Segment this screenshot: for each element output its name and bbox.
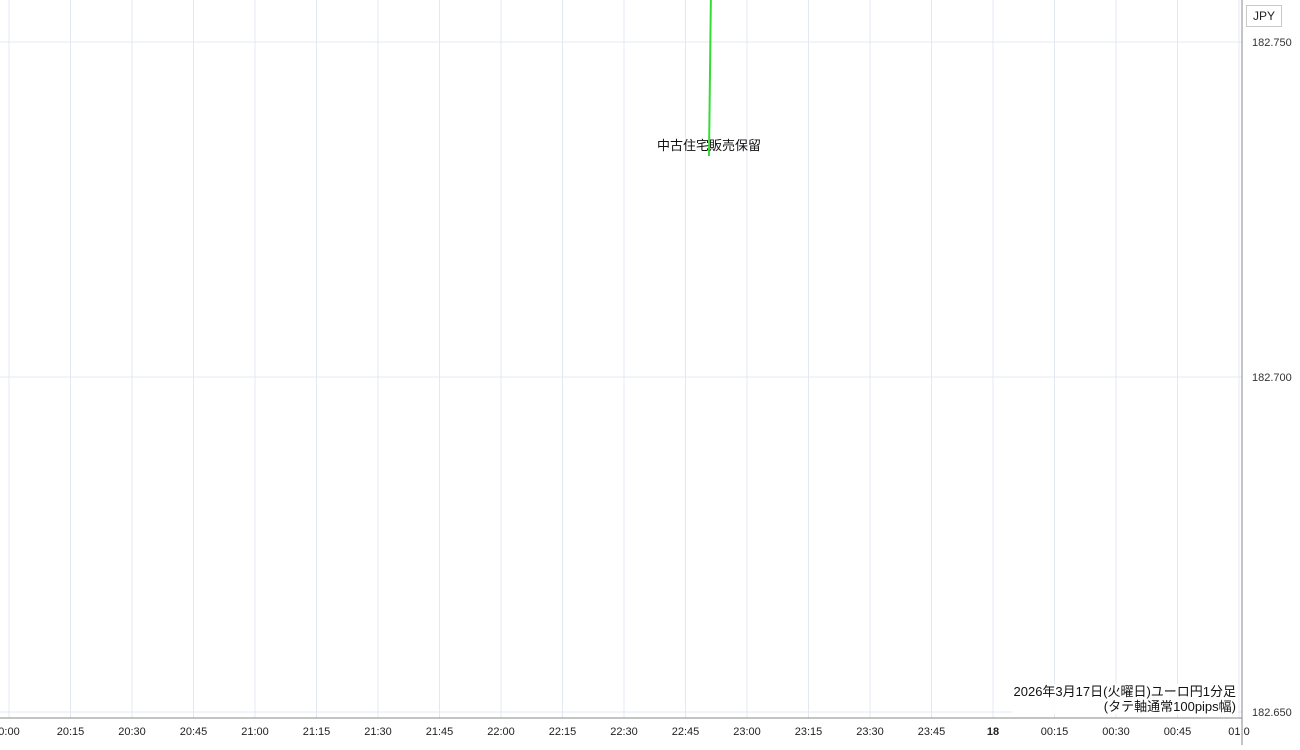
x-tick-label: 23:00 bbox=[733, 726, 761, 738]
x-tick-label: 22:30 bbox=[610, 726, 638, 738]
x-tick-label: 00:45 bbox=[1164, 726, 1192, 738]
x-tick-label: 20:45 bbox=[180, 726, 208, 738]
y-tick-label: 182.700 bbox=[1252, 372, 1292, 384]
x-tick-label: 00:15 bbox=[1041, 726, 1069, 738]
currency-label: JPY bbox=[1246, 5, 1282, 27]
x-tick-label: 22:00 bbox=[487, 726, 515, 738]
x-tick-label: 23:30 bbox=[856, 726, 884, 738]
x-tick-label: 20:15 bbox=[57, 726, 85, 738]
chart-caption: 2026年3月17日(火曜日)ユーロ円1分足 (タテ軸通常100pips幅) bbox=[1011, 684, 1238, 714]
x-tick-label: 00:30 bbox=[1102, 726, 1130, 738]
x-tick-label: 01:0 bbox=[1228, 726, 1249, 738]
caption-line-2: (タテ軸通常100pips幅) bbox=[1103, 699, 1236, 714]
y-tick-label: 182.750 bbox=[1252, 37, 1292, 49]
x-tick-label: 21:00 bbox=[241, 726, 269, 738]
caption-line-1: 2026年3月17日(火曜日)ユーロ円1分足 bbox=[1013, 684, 1237, 699]
x-tick-label: 20:30 bbox=[118, 726, 146, 738]
annotation-label: 中古住宅販売保留 bbox=[657, 138, 761, 153]
x-tick-label: 23:15 bbox=[795, 726, 823, 738]
x-tick-label: 22:15 bbox=[549, 726, 577, 738]
y-tick-label: 182.650 bbox=[1252, 707, 1292, 719]
annotation-line bbox=[708, 0, 712, 157]
x-tick-label: 18 bbox=[987, 726, 999, 738]
x-tick-label: 22:45 bbox=[672, 726, 700, 738]
x-tick-label: 23:45 bbox=[918, 726, 946, 738]
x-tick-label: 0:00 bbox=[0, 726, 20, 738]
x-tick-label: 21:15 bbox=[303, 726, 331, 738]
x-tick-label: 21:30 bbox=[364, 726, 392, 738]
x-tick-label: 21:45 bbox=[426, 726, 454, 738]
